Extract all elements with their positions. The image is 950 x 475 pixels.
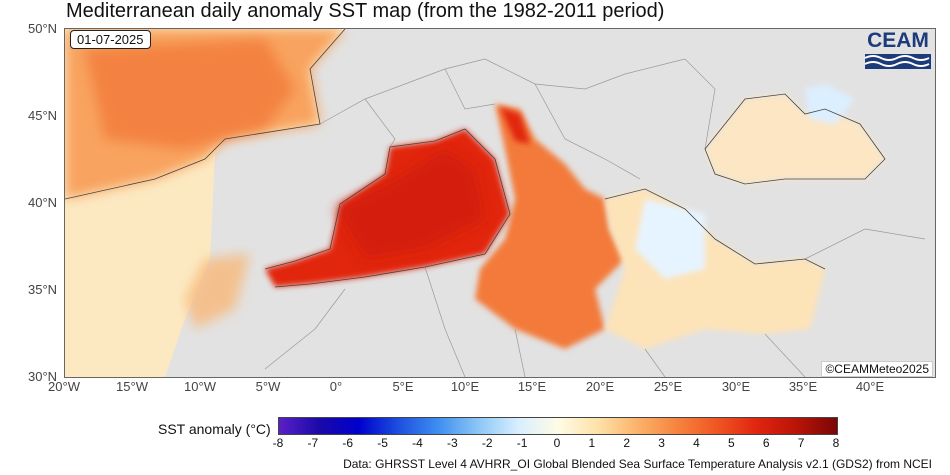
colorbar-title: SST anomaly (°C) — [158, 421, 271, 437]
lat-label: 30°N — [28, 369, 58, 384]
coastlines — [65, 29, 886, 288]
colorbar-tick-label: -6 — [342, 436, 354, 450]
colorbar-tick-label: 6 — [762, 436, 770, 450]
colorbar-tick-label: 1 — [588, 436, 596, 450]
colorbar-tick-label: 5 — [728, 436, 735, 450]
western-mediterranean — [265, 129, 510, 287]
atlantic-ocean — [65, 29, 345, 377]
colorbar-tick-label: -1 — [516, 436, 528, 450]
colorbar-tick-label: 3 — [658, 436, 665, 450]
sst-anomaly-field — [65, 29, 935, 377]
lon-label: 20°E — [585, 379, 615, 394]
lon-label: 0° — [329, 379, 343, 394]
lon-label: 10°E — [450, 379, 480, 394]
lon-label: 30°E — [721, 379, 751, 394]
colorbar-tick-label: 7 — [797, 436, 805, 450]
lon-label: 10°W — [184, 379, 216, 394]
colorbar-tick-label: -7 — [307, 436, 319, 450]
map-title: Mediterranean daily anomaly SST map (fro… — [66, 0, 665, 22]
colorbar-tick-label: -5 — [377, 436, 388, 450]
lon-label: 15°E — [517, 379, 547, 394]
date-label: 01-07-2025 — [70, 30, 151, 49]
waves-icon — [864, 54, 931, 69]
lon-label: 35°E — [788, 379, 818, 394]
colorbar-tick-label: -8 — [272, 436, 284, 450]
lat-label: 50°N — [28, 21, 58, 36]
colorbar-tick-label: -2 — [481, 436, 493, 450]
colorbar-tick-label: 4 — [693, 436, 700, 450]
lat-label: 45°N — [28, 108, 58, 123]
eastern-mediterranean — [605, 189, 825, 349]
colorbar-tick-label: 8 — [832, 436, 840, 450]
lon-label: 40°E — [855, 379, 885, 394]
lat-label: 40°N — [28, 195, 58, 210]
country-borders — [264, 58, 926, 377]
colorbar-tick-label: 0 — [553, 436, 561, 450]
lon-label: 20°W — [48, 379, 80, 394]
colorbar — [278, 417, 838, 435]
colorbar-tick-label: -4 — [412, 436, 423, 450]
colorbar-tick-label: 2 — [623, 436, 631, 450]
lon-label: 5°W — [255, 379, 281, 394]
lon-label: 15°W — [116, 379, 148, 394]
aegean-sea — [635, 199, 705, 279]
copyright-label: ©CEAMMeteo2025 — [821, 361, 933, 377]
lat-label: 35°N — [28, 282, 58, 297]
black-sea — [705, 84, 885, 184]
logo-text: CEAM — [867, 29, 929, 52]
colorbar-tick-label: -3 — [447, 436, 458, 450]
sst-map — [64, 28, 936, 378]
ceam-logo: CEAM — [863, 29, 933, 70]
lon-label: 25°E — [653, 379, 683, 394]
central-mediterranean — [475, 104, 625, 349]
data-source: Data: GHRSST Level 4 AVHRR_OI Global Ble… — [343, 457, 932, 471]
lon-label: 5°E — [392, 379, 414, 394]
